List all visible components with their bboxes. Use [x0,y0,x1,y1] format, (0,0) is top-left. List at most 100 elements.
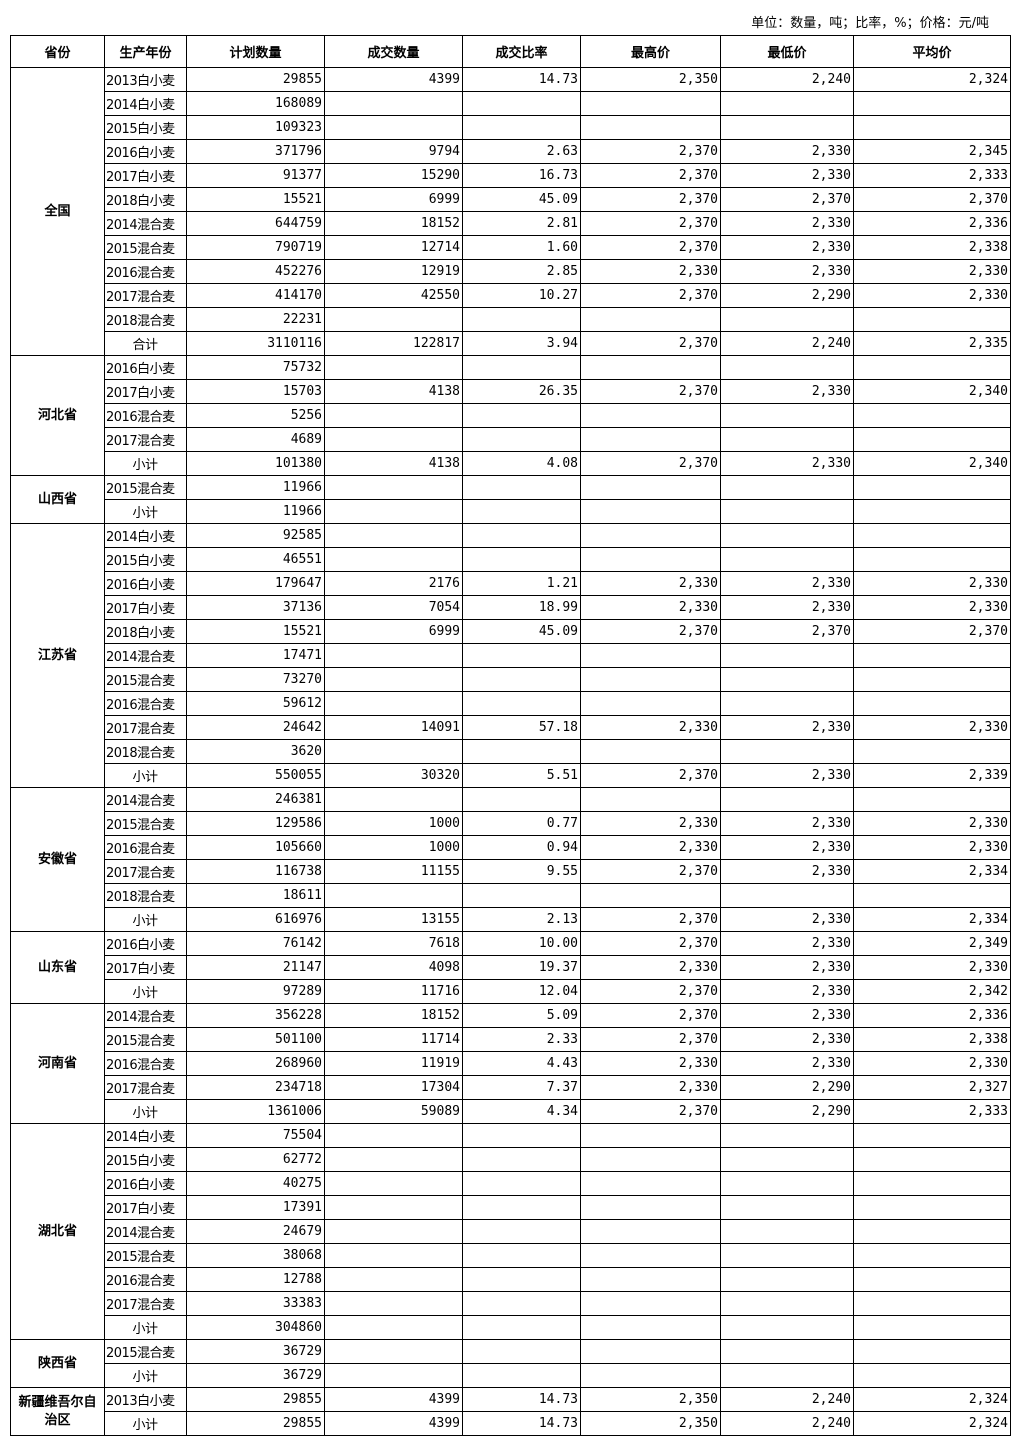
deal-qty-cell: 15290 [324,163,463,188]
deal-ratio-cell [462,403,581,428]
table-row: 2017混合麦 414170 42550 10.27 2,370 2,290 2,330 [11,283,1011,308]
min-price-cell: 2,330 [720,163,854,188]
max-price-cell [580,91,721,116]
min-price-cell [720,1195,854,1220]
deal-qty-cell [324,403,463,428]
planned-qty-cell: 18611 [186,883,325,908]
planned-qty-cell: 46551 [186,547,325,572]
max-price-cell: 2,370 [580,907,721,932]
table-row: 山东省 2016白小麦 76142 7618 10.00 2,370 2,330 2,349 [10,931,1011,1004]
max-price-cell: 2,370 [580,163,721,188]
year-cell: 2017混合麦 [104,1075,187,1100]
min-price-cell [720,1363,854,1388]
avg-price-cell: 2,330 [853,835,1011,860]
deal-qty-cell: 4138 [324,451,463,476]
table-row: 2017白小麦 17391 [11,1195,1011,1220]
avg-price-cell: 2,330 [853,955,1011,980]
table-row: 2017白小麦 37136 7054 18.99 2,330 2,330 2,330 [11,595,1011,620]
max-price-cell [580,1363,721,1388]
deal-qty-cell [324,787,463,812]
max-price-cell: 2,370 [580,859,721,884]
min-price-cell: 2,330 [720,907,854,932]
table-row: 河南省 2014混合麦 356228 18152 5.09 2,370 2,330 2,336 [10,1003,1011,1124]
deal-ratio-cell [462,547,581,572]
table-row: 2014白小麦 168089 [11,91,1011,116]
deal-ratio-cell [462,643,581,668]
deal-qty-cell: 1000 [324,835,463,860]
avg-price-cell [853,1267,1011,1292]
deal-qty-cell: 4138 [324,379,463,404]
deal-ratio-cell: 0.94 [462,835,581,860]
min-price-cell: 2,330 [720,595,854,620]
max-price-cell [580,547,721,572]
max-price-cell: 2,370 [580,379,721,404]
year-cell: 合计 [104,331,187,356]
avg-price-cell: 2,330 [853,1051,1011,1076]
planned-qty-cell: 75732 [186,355,325,380]
planned-qty-cell: 76142 [186,931,325,956]
table-row: 2018混合麦 18611 [11,883,1011,908]
max-price-cell [580,1147,721,1172]
deal-ratio-cell: 16.73 [462,163,581,188]
year-cell: 小计 [104,451,187,476]
table-row: 江苏省 2014白小麦 92585 [10,523,1011,788]
avg-price-cell: 2,338 [853,235,1011,260]
planned-qty-cell: 36729 [186,1363,325,1388]
max-price-cell [580,1123,721,1148]
planned-qty-cell: 91377 [186,163,325,188]
planned-qty-cell: 29855 [186,67,325,92]
table-row: 2017白小麦 91377 15290 16.73 2,370 2,330 2,333 [11,163,1011,188]
deal-ratio-cell: 18.99 [462,595,581,620]
deal-ratio-cell [462,883,581,908]
deal-qty-cell [324,1315,463,1340]
year-cell: 小计 [104,763,187,788]
table-row: 2018白小麦 15521 6999 45.09 2,370 2,370 2,370 [11,619,1011,644]
deal-ratio-cell: 2.33 [462,1027,581,1052]
min-price-cell [720,1315,854,1340]
min-price-cell: 2,330 [720,811,854,836]
table-row: 2018混合麦 22231 [11,307,1011,332]
max-price-cell: 2,330 [580,1075,721,1100]
min-price-cell: 2,330 [720,571,854,596]
deal-ratio-cell [462,1363,581,1388]
avg-price-cell: 2,340 [853,379,1011,404]
year-cell: 2014混合麦 [104,211,187,236]
planned-qty-cell: 268960 [186,1051,325,1076]
max-price-cell: 2,350 [580,1411,721,1436]
table-row: 湖北省 2014白小麦 75504 [10,1123,1011,1340]
year-cell: 小计 [104,1315,187,1340]
table-row: 2018白小麦 15521 6999 45.09 2,370 2,370 2,370 [11,187,1011,212]
year-cell: 小计 [104,1363,187,1388]
deal-ratio-cell: 4.08 [462,451,581,476]
avg-price-cell [853,115,1011,140]
avg-price-cell [853,475,1011,500]
table-row: 小计 550055 30320 5.51 2,370 2,330 2,339 [11,763,1011,788]
avg-price-cell: 2,327 [853,1075,1011,1100]
deal-qty-cell [324,1339,463,1364]
year-cell: 2017混合麦 [104,427,187,452]
year-cell: 2018混合麦 [104,883,187,908]
avg-price-cell [853,643,1011,668]
table-row: 小计 616976 13155 2.13 2,370 2,330 2,334 [11,907,1011,932]
min-price-cell [720,427,854,452]
avg-price-cell [853,523,1011,548]
deal-ratio-cell [462,91,581,116]
planned-qty-cell: 371796 [186,139,325,164]
min-price-cell: 2,330 [720,859,854,884]
max-price-cell: 2,330 [580,955,721,980]
table-row: 河北省 2016白小麦 75732 [10,355,1011,476]
table-row: 小计 36729 [11,1363,1011,1388]
province-cell: 河南省 [10,1003,105,1124]
deal-qty-cell: 122817 [324,331,463,356]
planned-qty-cell: 38068 [186,1243,325,1268]
planned-qty-cell: 4689 [186,427,325,452]
deal-qty-cell: 59089 [324,1099,463,1124]
max-price-cell: 2,330 [580,811,721,836]
avg-price-cell [853,739,1011,764]
deal-qty-cell: 18152 [324,1003,463,1028]
table-row: 2017混合麦 33383 [11,1291,1011,1316]
min-price-cell: 2,330 [720,451,854,476]
deal-qty-cell: 2176 [324,571,463,596]
deal-qty-cell [324,475,463,500]
year-cell: 2015白小麦 [104,1147,187,1172]
